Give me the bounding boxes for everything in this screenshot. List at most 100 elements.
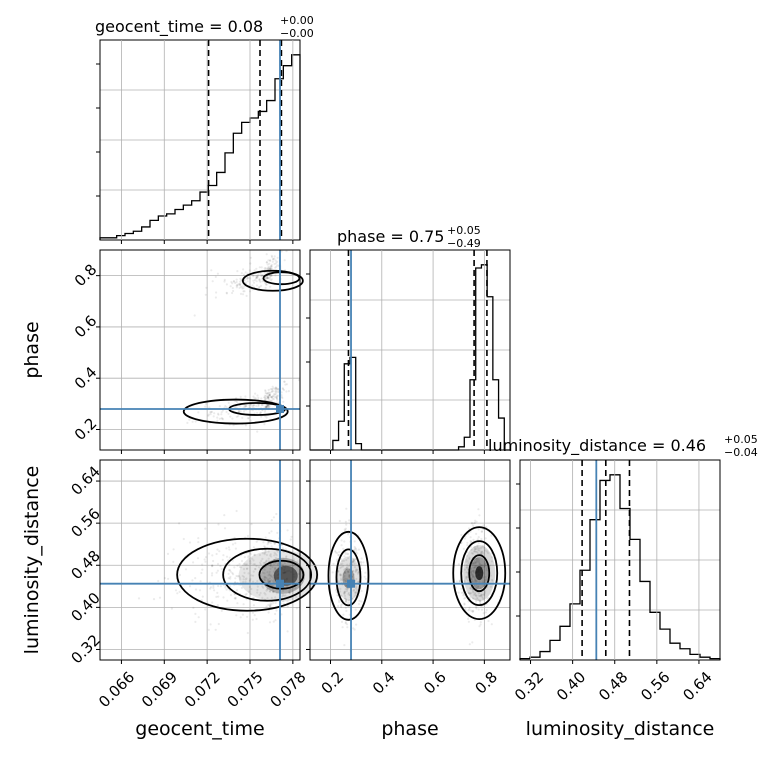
sample-point (288, 592, 291, 595)
sample-point (249, 262, 252, 265)
sample-point (255, 280, 258, 283)
sample-point (469, 592, 473, 595)
sample-point (475, 520, 478, 523)
sample-point (216, 591, 219, 595)
sample-point (259, 411, 262, 414)
sample-point (490, 534, 493, 537)
sample-point (345, 579, 348, 583)
sample-point (194, 612, 197, 616)
sample-point (268, 405, 271, 408)
sample-point (197, 537, 200, 540)
sample-point (240, 586, 243, 590)
sample-point (473, 576, 477, 579)
contour-inner (258, 559, 305, 590)
sample-point (263, 577, 266, 581)
sample-point (166, 552, 170, 556)
sample-point (234, 542, 237, 545)
sample-point (339, 563, 342, 566)
sample-point (340, 565, 343, 569)
sample-point (217, 413, 220, 416)
sample-point (210, 574, 214, 577)
sample-point (334, 551, 337, 554)
sample-point (272, 602, 275, 605)
sample-point (276, 398, 279, 402)
sample-point (475, 557, 478, 560)
sample-point (274, 566, 277, 569)
sample-point (263, 396, 266, 399)
sample-point (258, 285, 261, 289)
sample-point (271, 397, 274, 400)
sample-point (338, 519, 341, 523)
sample-point (253, 279, 257, 282)
sample-point (268, 605, 271, 608)
sample-point (283, 380, 286, 383)
sample-point (483, 564, 486, 567)
sample-point (268, 394, 271, 397)
sample-point (347, 593, 350, 596)
sample-point (263, 561, 266, 565)
sample-point (239, 280, 242, 283)
sample-point (475, 580, 478, 583)
sample-point (476, 544, 479, 547)
sample-point (276, 531, 279, 535)
sample-point (351, 597, 354, 600)
sample-point (343, 590, 346, 594)
sample-point (256, 585, 259, 588)
sample-point (256, 430, 259, 433)
sample-point (246, 417, 249, 420)
sample-point (465, 558, 468, 561)
sample-point (266, 277, 270, 280)
sample-point (474, 592, 477, 595)
sample-point (210, 410, 214, 413)
sample-point (268, 267, 271, 270)
sample-point (216, 419, 219, 422)
sample-point (260, 415, 263, 418)
sample-point (345, 598, 348, 602)
sample-point (276, 264, 279, 267)
sample-point (354, 547, 357, 550)
sample-point (186, 421, 189, 424)
sample-point (337, 554, 341, 557)
sample-point (267, 603, 270, 607)
sample-point (265, 253, 268, 256)
sample-point (345, 609, 348, 613)
sample-point (261, 280, 264, 283)
sample-point (473, 565, 477, 569)
sample-point (268, 268, 271, 271)
sample-point (471, 562, 474, 565)
sample-point (343, 574, 346, 578)
sample-point (239, 566, 243, 569)
sample-point (474, 546, 477, 549)
sample-point (479, 551, 482, 554)
sample-point (266, 396, 269, 399)
sample-point (471, 522, 474, 525)
sample-point (285, 250, 288, 253)
sample-point (272, 570, 275, 573)
sample-point (347, 591, 350, 595)
sample-point (215, 571, 218, 574)
sample-point (265, 268, 268, 271)
sample-point (260, 266, 263, 269)
sample-point (249, 560, 252, 563)
sample-point (337, 570, 340, 574)
sample-point (340, 606, 343, 609)
sample-point (337, 553, 340, 557)
sample-point (478, 591, 481, 594)
sample-point (261, 585, 264, 588)
sample-point (267, 395, 270, 398)
sample-point (223, 278, 226, 281)
sample-point (477, 585, 480, 588)
sample-point (273, 393, 276, 396)
sample-point (284, 383, 287, 386)
sample-point (263, 545, 266, 548)
sample-point (262, 571, 265, 574)
sample-point (204, 293, 207, 296)
sample-point (212, 584, 215, 588)
sample-point (239, 395, 242, 398)
sample-point (266, 268, 269, 271)
sample-point (476, 547, 479, 550)
sample-point (282, 388, 286, 392)
sample-point (267, 259, 270, 262)
sample-point (252, 563, 255, 566)
sample-point (247, 556, 250, 559)
